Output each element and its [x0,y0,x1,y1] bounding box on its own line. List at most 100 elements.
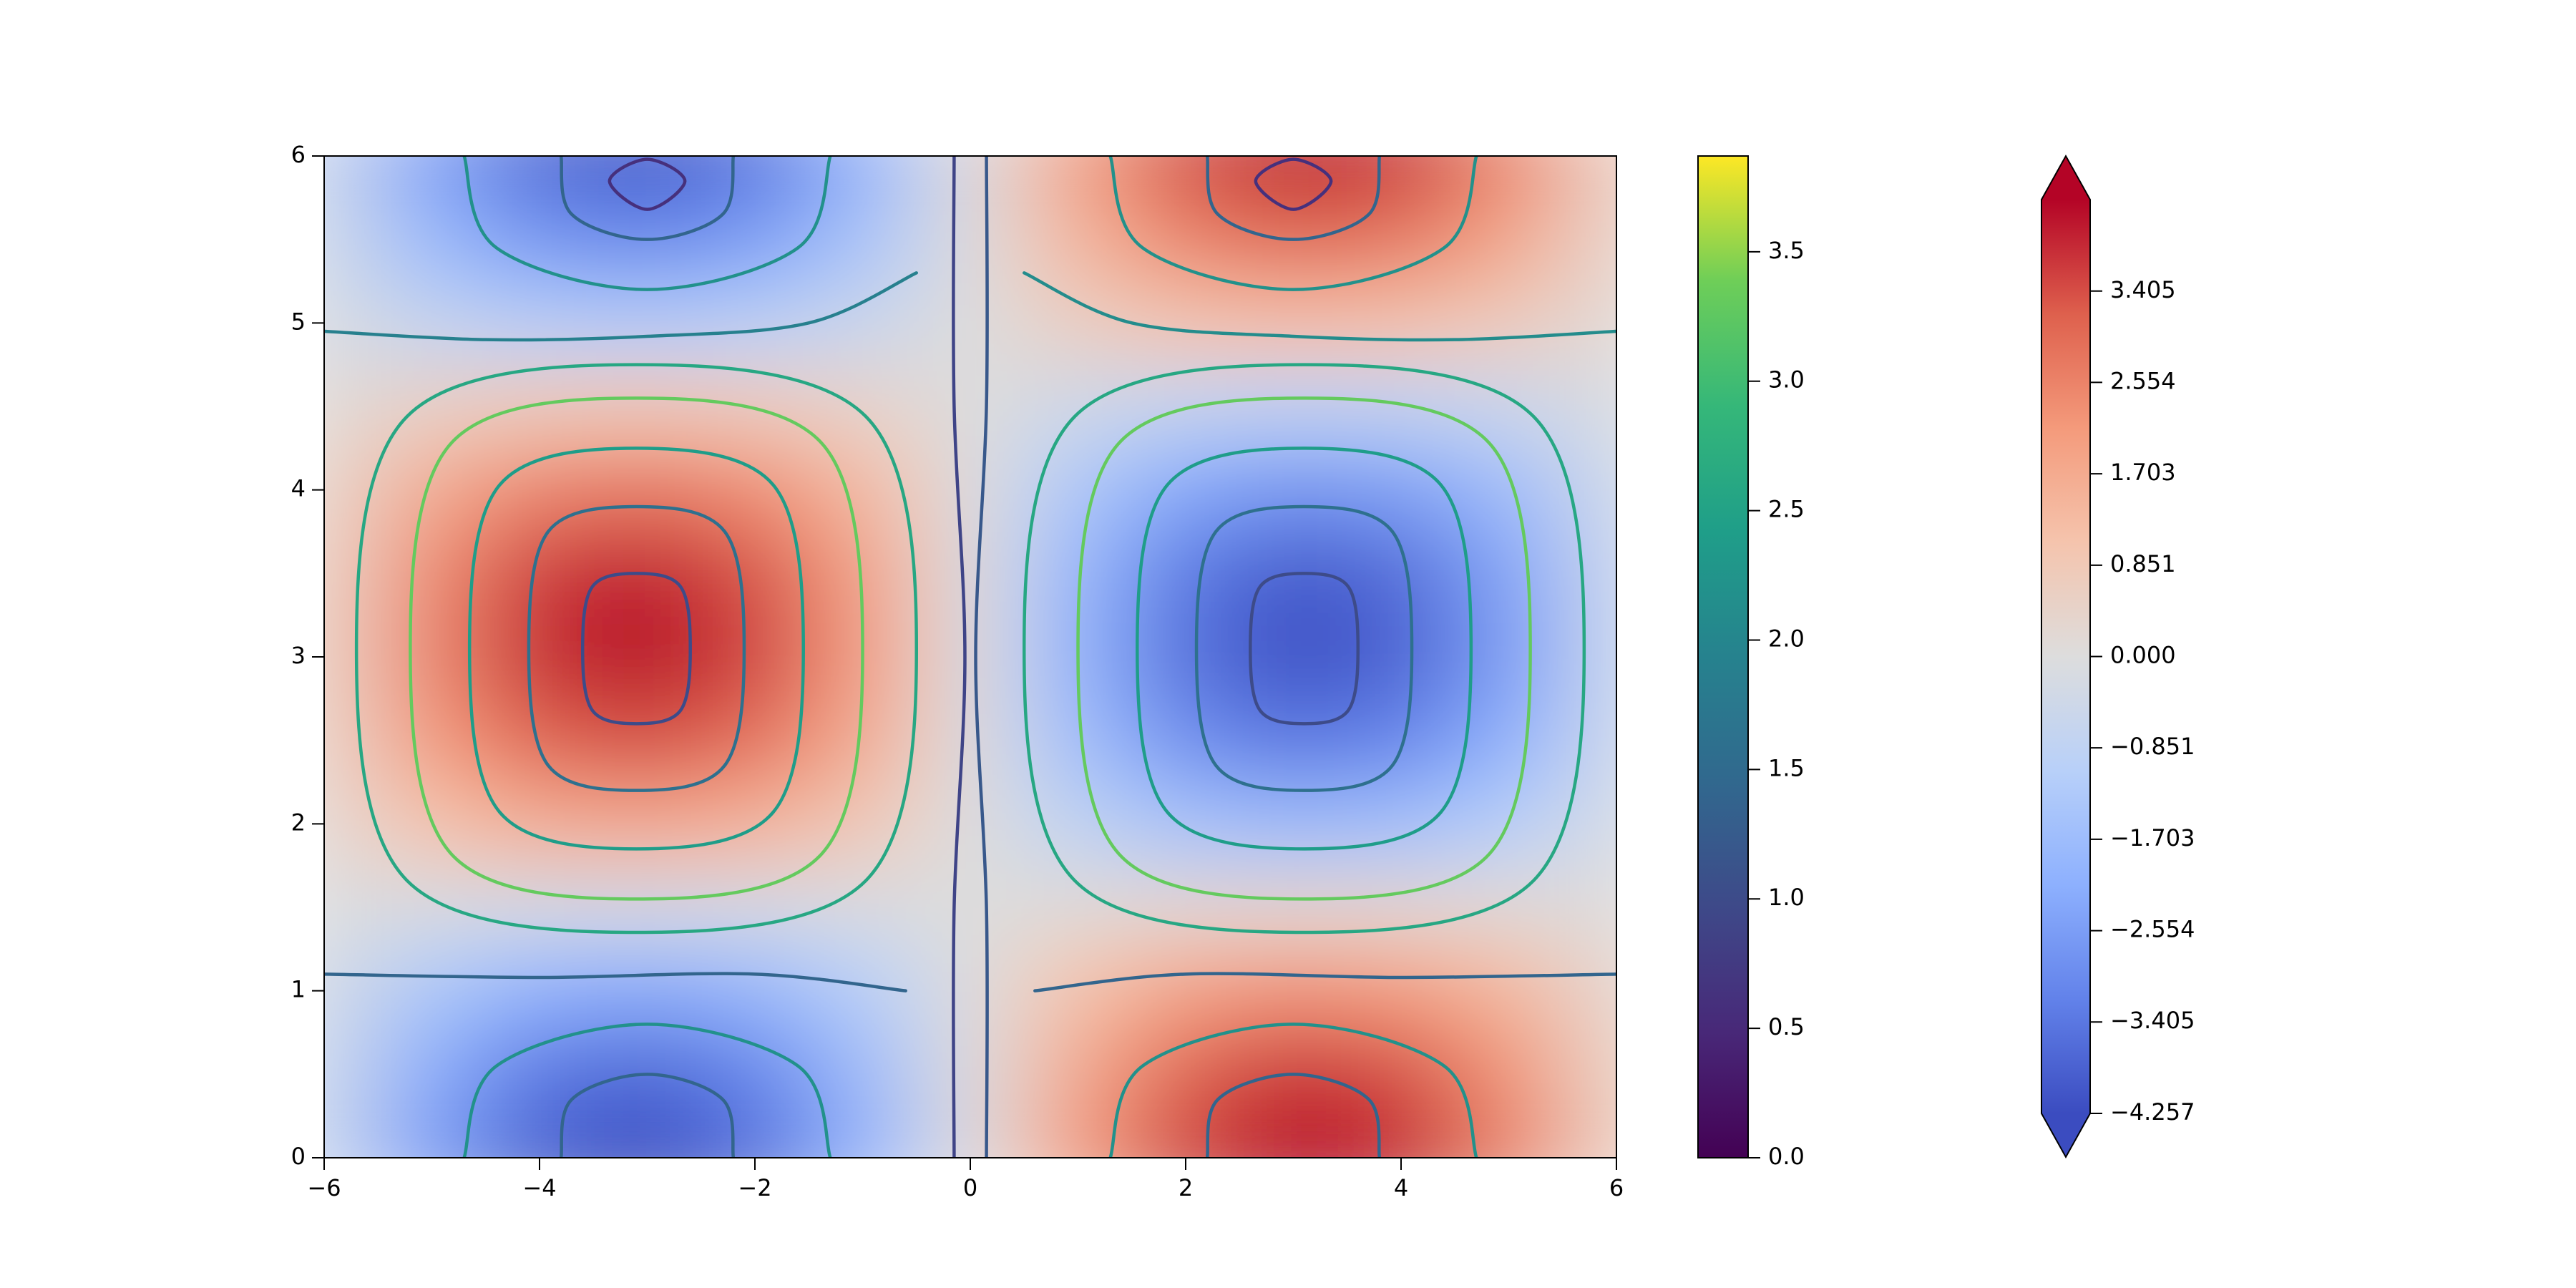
heatmap-cell [1562,698,1616,783]
heatmap-cell [1347,156,1455,198]
heatmap-cell [1239,1116,1348,1158]
streamline [1249,572,1360,726]
heatmap-cell [1347,1116,1455,1158]
streamline [952,156,967,1158]
value-colorbar-extend-high [2041,156,2090,200]
axes: −6 −4 −2 0 2 4 6 0 1 2 3 4 5 6 [291,141,1624,1201]
heatmap-cell [1131,532,1240,616]
heatmap-cell [809,364,917,449]
x-tick-label: −2 [738,1174,771,1201]
y-tick-label: 0 [291,1143,306,1170]
speed-colorbar-tick-label: 2.0 [1768,625,1805,652]
value-colorbar-tick-label: −2.554 [2110,916,2195,943]
value-colorbar-tick-label: −1.703 [2110,824,2195,852]
heatmap-cell [1347,949,1455,1033]
x-tick-label: 4 [1394,1174,1408,1201]
heatmap-cell [378,1033,487,1117]
heatmap-cell [1347,698,1455,783]
streamline [1033,972,1616,992]
heatmap-cell [1131,865,1240,950]
heatmap-cell [485,782,594,867]
heatmap-cell [485,698,594,783]
x-tick-label: 2 [1179,1174,1193,1201]
heatmap-cell [324,1033,379,1117]
heatmap-cell [701,1116,809,1158]
heatmap-cell [1239,364,1348,449]
streamline [1022,363,1586,935]
heatmap-cell [916,949,1025,1033]
heatmap-cell [1024,197,1133,282]
streamline [527,504,746,792]
streamline [467,447,805,851]
speed-colorbar-tick-label: 2.5 [1768,496,1805,523]
speed-colorbar-tick-label: 1.0 [1768,884,1805,911]
streamline [324,972,907,992]
heatmap-cell [916,698,1025,783]
heatmap-cell [1024,782,1133,867]
heatmap-cell [593,448,702,532]
heatmap-cell [593,281,702,366]
heatmap-cell [1455,698,1563,783]
heatmap-cell [916,532,1025,616]
heatmap-cell [916,197,1025,282]
heatmap-cell [485,615,594,699]
heatmap-cell [701,281,809,366]
heatmap-cell [1562,532,1616,616]
x-tick-label: −6 [307,1174,341,1201]
heatmap-cell [324,156,379,198]
heatmap-cell [378,281,487,366]
streamline [409,396,864,901]
heatmap-cell [1562,197,1616,282]
heatmap-cell [701,364,809,449]
speed-colorbar-tick-label: 3.5 [1768,237,1805,264]
y-tick-label: 5 [291,308,306,335]
heatmap-cell [1131,448,1240,532]
heatmap-cell [593,949,702,1033]
heatmap-cell [916,156,1025,198]
heatmap-cell [485,865,594,950]
heatmap-cell [378,949,487,1033]
heatmap-cell [916,782,1025,867]
speed-colorbar-tick-label: 0.5 [1768,1013,1805,1040]
x-tick-label: 0 [963,1174,977,1201]
heatmap-cell [1239,949,1348,1033]
heatmap-cell [1347,615,1455,699]
heatmap-cell [809,698,917,783]
speed-colorbar-tick-label: 0.0 [1768,1143,1805,1170]
heatmap-cell [809,197,917,282]
heatmap-cell [1131,156,1240,198]
heatmap-cell [916,1033,1025,1117]
heatmap-cell [1455,615,1563,699]
heatmap-cell [1239,281,1348,366]
heatmap-cell [1131,364,1240,449]
heatmap-cell [1347,1033,1455,1117]
heatmap-cell [378,865,487,950]
heatmap-cell [1455,865,1563,950]
heatmap-cell [701,615,809,699]
speed-colorbar-body [1698,156,1748,1158]
streamline [1076,396,1532,901]
heatmap [324,156,1616,1158]
heatmap-cell [378,532,487,616]
value-colorbar-tick-label: 0.851 [2110,550,2176,577]
heatmap-cell [1562,615,1616,699]
y-tick-label: 3 [291,642,306,669]
heatmap-cell [701,448,809,532]
heatmap-cell [485,949,594,1033]
heatmap-cell [1239,698,1348,783]
streamline [608,157,687,211]
heatmap-cell [324,197,379,282]
heatmap-cell [916,1116,1025,1158]
streamline [462,1023,832,1158]
heatmap-cell [593,698,702,783]
heatmap-cell [1347,782,1455,867]
heatmap-cell [1024,1033,1133,1117]
streamline [1136,447,1473,851]
heatmap-cell [485,281,594,366]
heatmap-cell [1131,949,1240,1033]
y-tick-label: 2 [291,809,306,836]
heatmap-cell [701,949,809,1033]
heatmap-cell [1455,1033,1563,1117]
heatmap-cell [485,156,594,198]
